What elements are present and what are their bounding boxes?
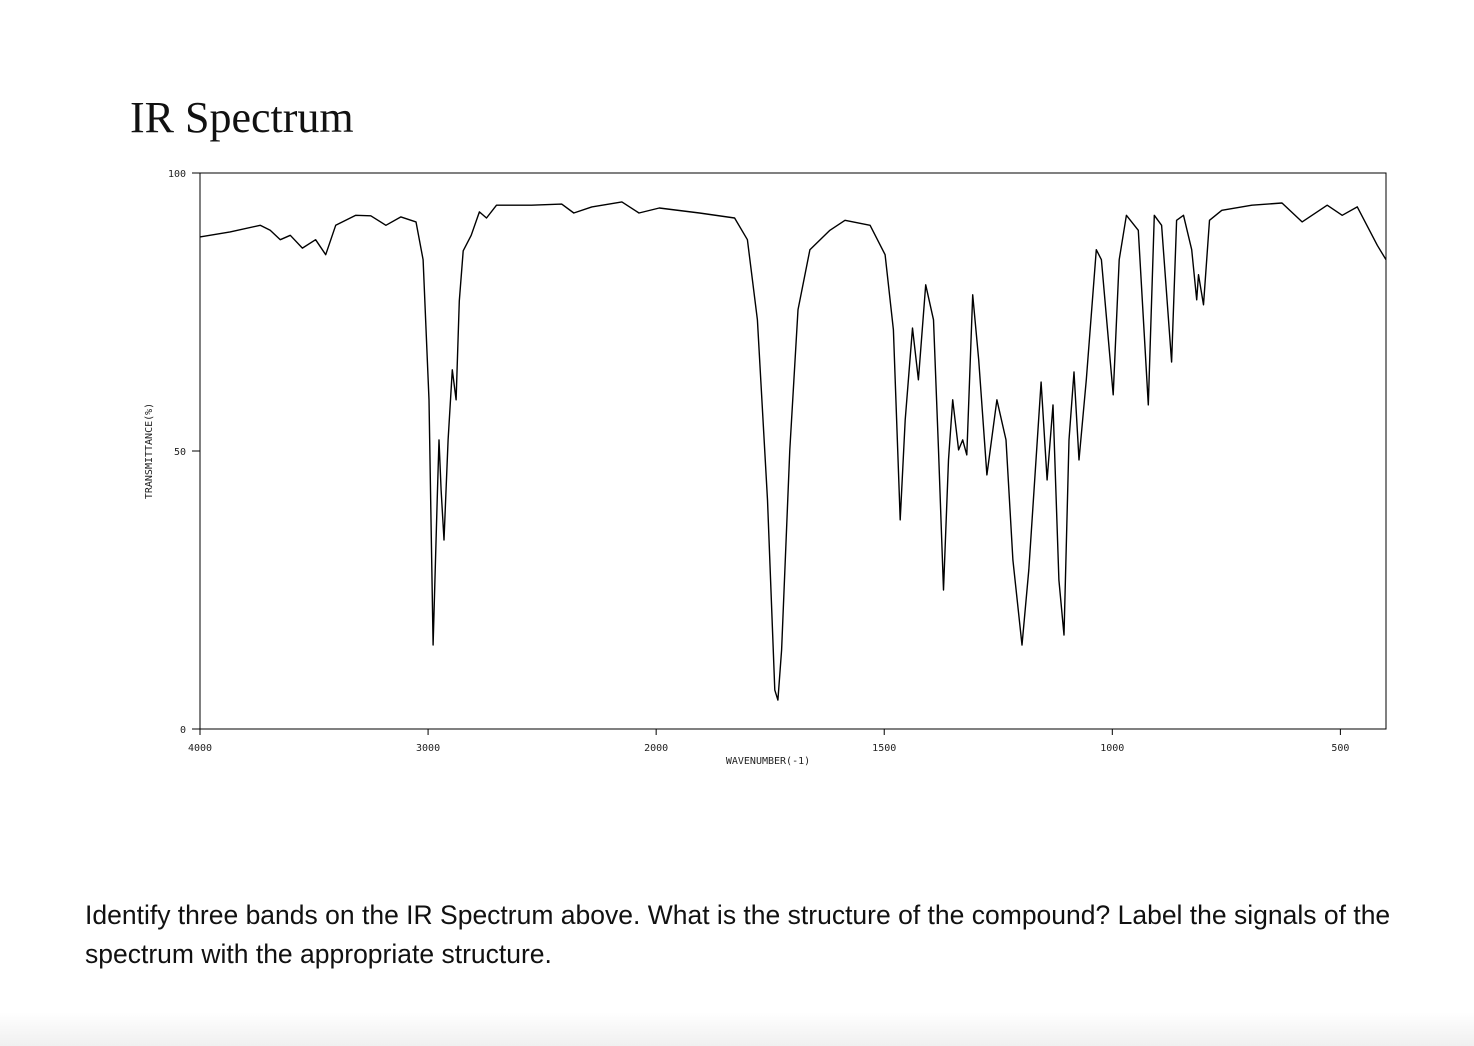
x-tick-label: 4000 — [188, 743, 212, 754]
page-title: IR Spectrum — [130, 93, 354, 142]
spectrum-line — [199, 201, 1387, 701]
y-tick-label: 0 — [180, 725, 186, 736]
x-axis-label: WAVENUMBER(-1) — [726, 756, 810, 767]
question-text: Identify three bands on the IR Spectrum … — [85, 900, 1391, 969]
plot-frame — [199, 172, 1387, 730]
y-axis-label: TRANSMITTANCE(%) — [144, 403, 155, 499]
y-tick-label: 50 — [174, 447, 186, 458]
x-tick-label: 3000 — [416, 743, 440, 754]
x-tick-label: 1000 — [1100, 743, 1124, 754]
x-tick-label: 2000 — [644, 743, 668, 754]
x-tick-label: 500 — [1331, 743, 1349, 754]
footer-shade — [0, 1012, 1474, 1046]
x-tick-label: 1500 — [872, 743, 896, 754]
chart: WAVENUMBER(-1) TRANSMITTANCE(%) 0 50 100 40… — [144, 169, 1387, 767]
y-tick-label: 100 — [168, 169, 186, 180]
